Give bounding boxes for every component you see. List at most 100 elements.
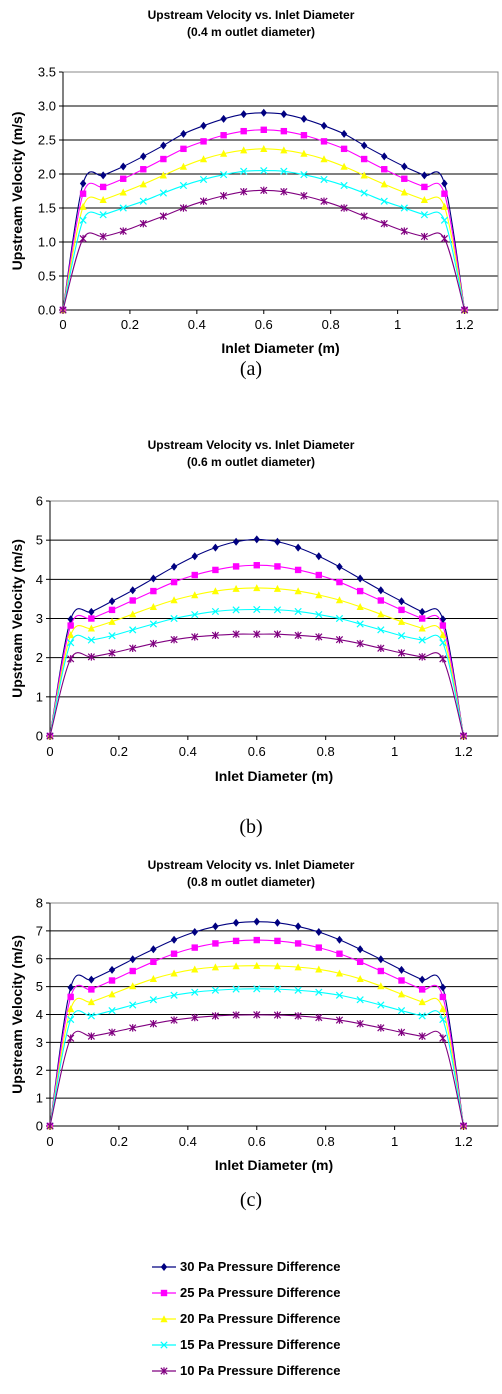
legend-label: 30 Pa Pressure Difference — [180, 1259, 341, 1274]
data-point — [199, 175, 208, 184]
y-tick-label: 0.5 — [38, 269, 56, 284]
data-point — [418, 615, 426, 622]
data-point — [315, 988, 323, 996]
data-point — [260, 126, 267, 133]
data-point — [88, 607, 95, 616]
data-point — [380, 180, 388, 188]
data-point — [356, 620, 364, 628]
data-point — [381, 152, 388, 161]
data-point — [149, 620, 158, 628]
data-point — [79, 202, 87, 210]
data-point — [79, 234, 87, 243]
data-point — [260, 186, 268, 195]
data-point — [294, 940, 302, 947]
data-point — [401, 175, 408, 182]
y-tick-label: 1 — [36, 1091, 43, 1106]
data-point — [170, 596, 178, 604]
data-point — [335, 991, 344, 999]
data-point — [220, 149, 228, 157]
legend-item: 25 Pa Pressure Difference — [150, 1283, 450, 1309]
data-point — [274, 937, 281, 945]
data-point — [160, 155, 167, 163]
data-point — [200, 138, 207, 145]
data-point — [300, 192, 308, 200]
data-point — [219, 171, 228, 179]
x-tick-label: 1 — [394, 317, 401, 332]
data-point — [320, 197, 328, 205]
data-point — [150, 958, 157, 966]
x-tick-label: 1 — [391, 744, 398, 759]
data-point — [79, 216, 87, 224]
data-point — [439, 993, 447, 1001]
data-point — [129, 644, 137, 652]
y-axis-title: Upstream Velocity (m/s) — [9, 112, 25, 271]
series-line — [62, 112, 466, 311]
data-point — [108, 965, 116, 974]
data-point — [212, 940, 219, 947]
data-point — [140, 152, 147, 161]
data-point — [191, 965, 199, 973]
data-point — [220, 114, 227, 123]
data-point — [294, 1012, 302, 1020]
data-point — [398, 606, 405, 614]
data-point — [46, 732, 54, 740]
data-point — [232, 937, 240, 945]
data-point — [119, 204, 127, 212]
chart-subtitle-text: (0.6 m outlet diameter) — [186, 455, 316, 469]
data-point — [335, 1016, 344, 1024]
data-point — [439, 639, 447, 647]
legend-label: 15 Pa Pressure Difference — [180, 1337, 341, 1352]
data-point — [294, 631, 302, 640]
series-line — [62, 129, 466, 311]
data-point — [336, 562, 343, 571]
data-point — [240, 110, 247, 119]
data-point — [211, 631, 220, 640]
x-tick-label: 1.2 — [454, 1134, 472, 1149]
data-point — [191, 610, 199, 619]
chart-title: Upstream Velocity vs. Inlet Diameter (0.… — [0, 857, 502, 891]
data-point — [397, 617, 406, 625]
data-point — [180, 145, 187, 153]
data-point — [253, 535, 260, 544]
data-point — [398, 977, 405, 984]
data-point — [398, 965, 405, 974]
x-tick-label: 0.6 — [255, 317, 273, 332]
x-tick-label: 0.2 — [121, 317, 139, 332]
data-point — [418, 986, 426, 993]
data-point — [439, 1005, 447, 1013]
data-point — [67, 983, 74, 992]
data-point — [67, 1034, 75, 1042]
data-point — [139, 197, 147, 205]
data-point — [160, 1289, 168, 1297]
y-tick-label: 0 — [36, 729, 43, 744]
x-tick-label: 0.8 — [317, 1134, 335, 1149]
x-tick-label: 0 — [59, 317, 66, 332]
data-point — [170, 991, 178, 999]
data-point — [149, 996, 158, 1004]
data-point — [170, 969, 178, 977]
data-point — [129, 955, 136, 964]
data-point — [336, 578, 343, 586]
data-point — [315, 571, 322, 579]
x-axis-title: Inlet Diameter (m) — [221, 340, 339, 356]
data-point — [294, 607, 302, 616]
data-point — [180, 129, 187, 138]
data-point — [273, 962, 282, 970]
y-tick-label: 3 — [36, 611, 43, 626]
data-point — [149, 602, 157, 610]
legend-marker-square — [152, 1289, 176, 1297]
data-point — [88, 615, 95, 622]
data-point — [170, 635, 178, 644]
data-point — [441, 190, 448, 197]
x-tick-label: 0.4 — [179, 744, 197, 759]
x-tick-label: 0.6 — [248, 744, 266, 759]
data-point — [401, 162, 408, 171]
data-point — [191, 633, 199, 641]
data-point — [191, 552, 198, 561]
data-point — [108, 649, 116, 657]
y-tick-label: 1.0 — [38, 235, 56, 250]
data-point — [253, 630, 261, 638]
data-point — [280, 167, 288, 175]
data-series — [59, 108, 468, 314]
data-point — [88, 975, 95, 984]
